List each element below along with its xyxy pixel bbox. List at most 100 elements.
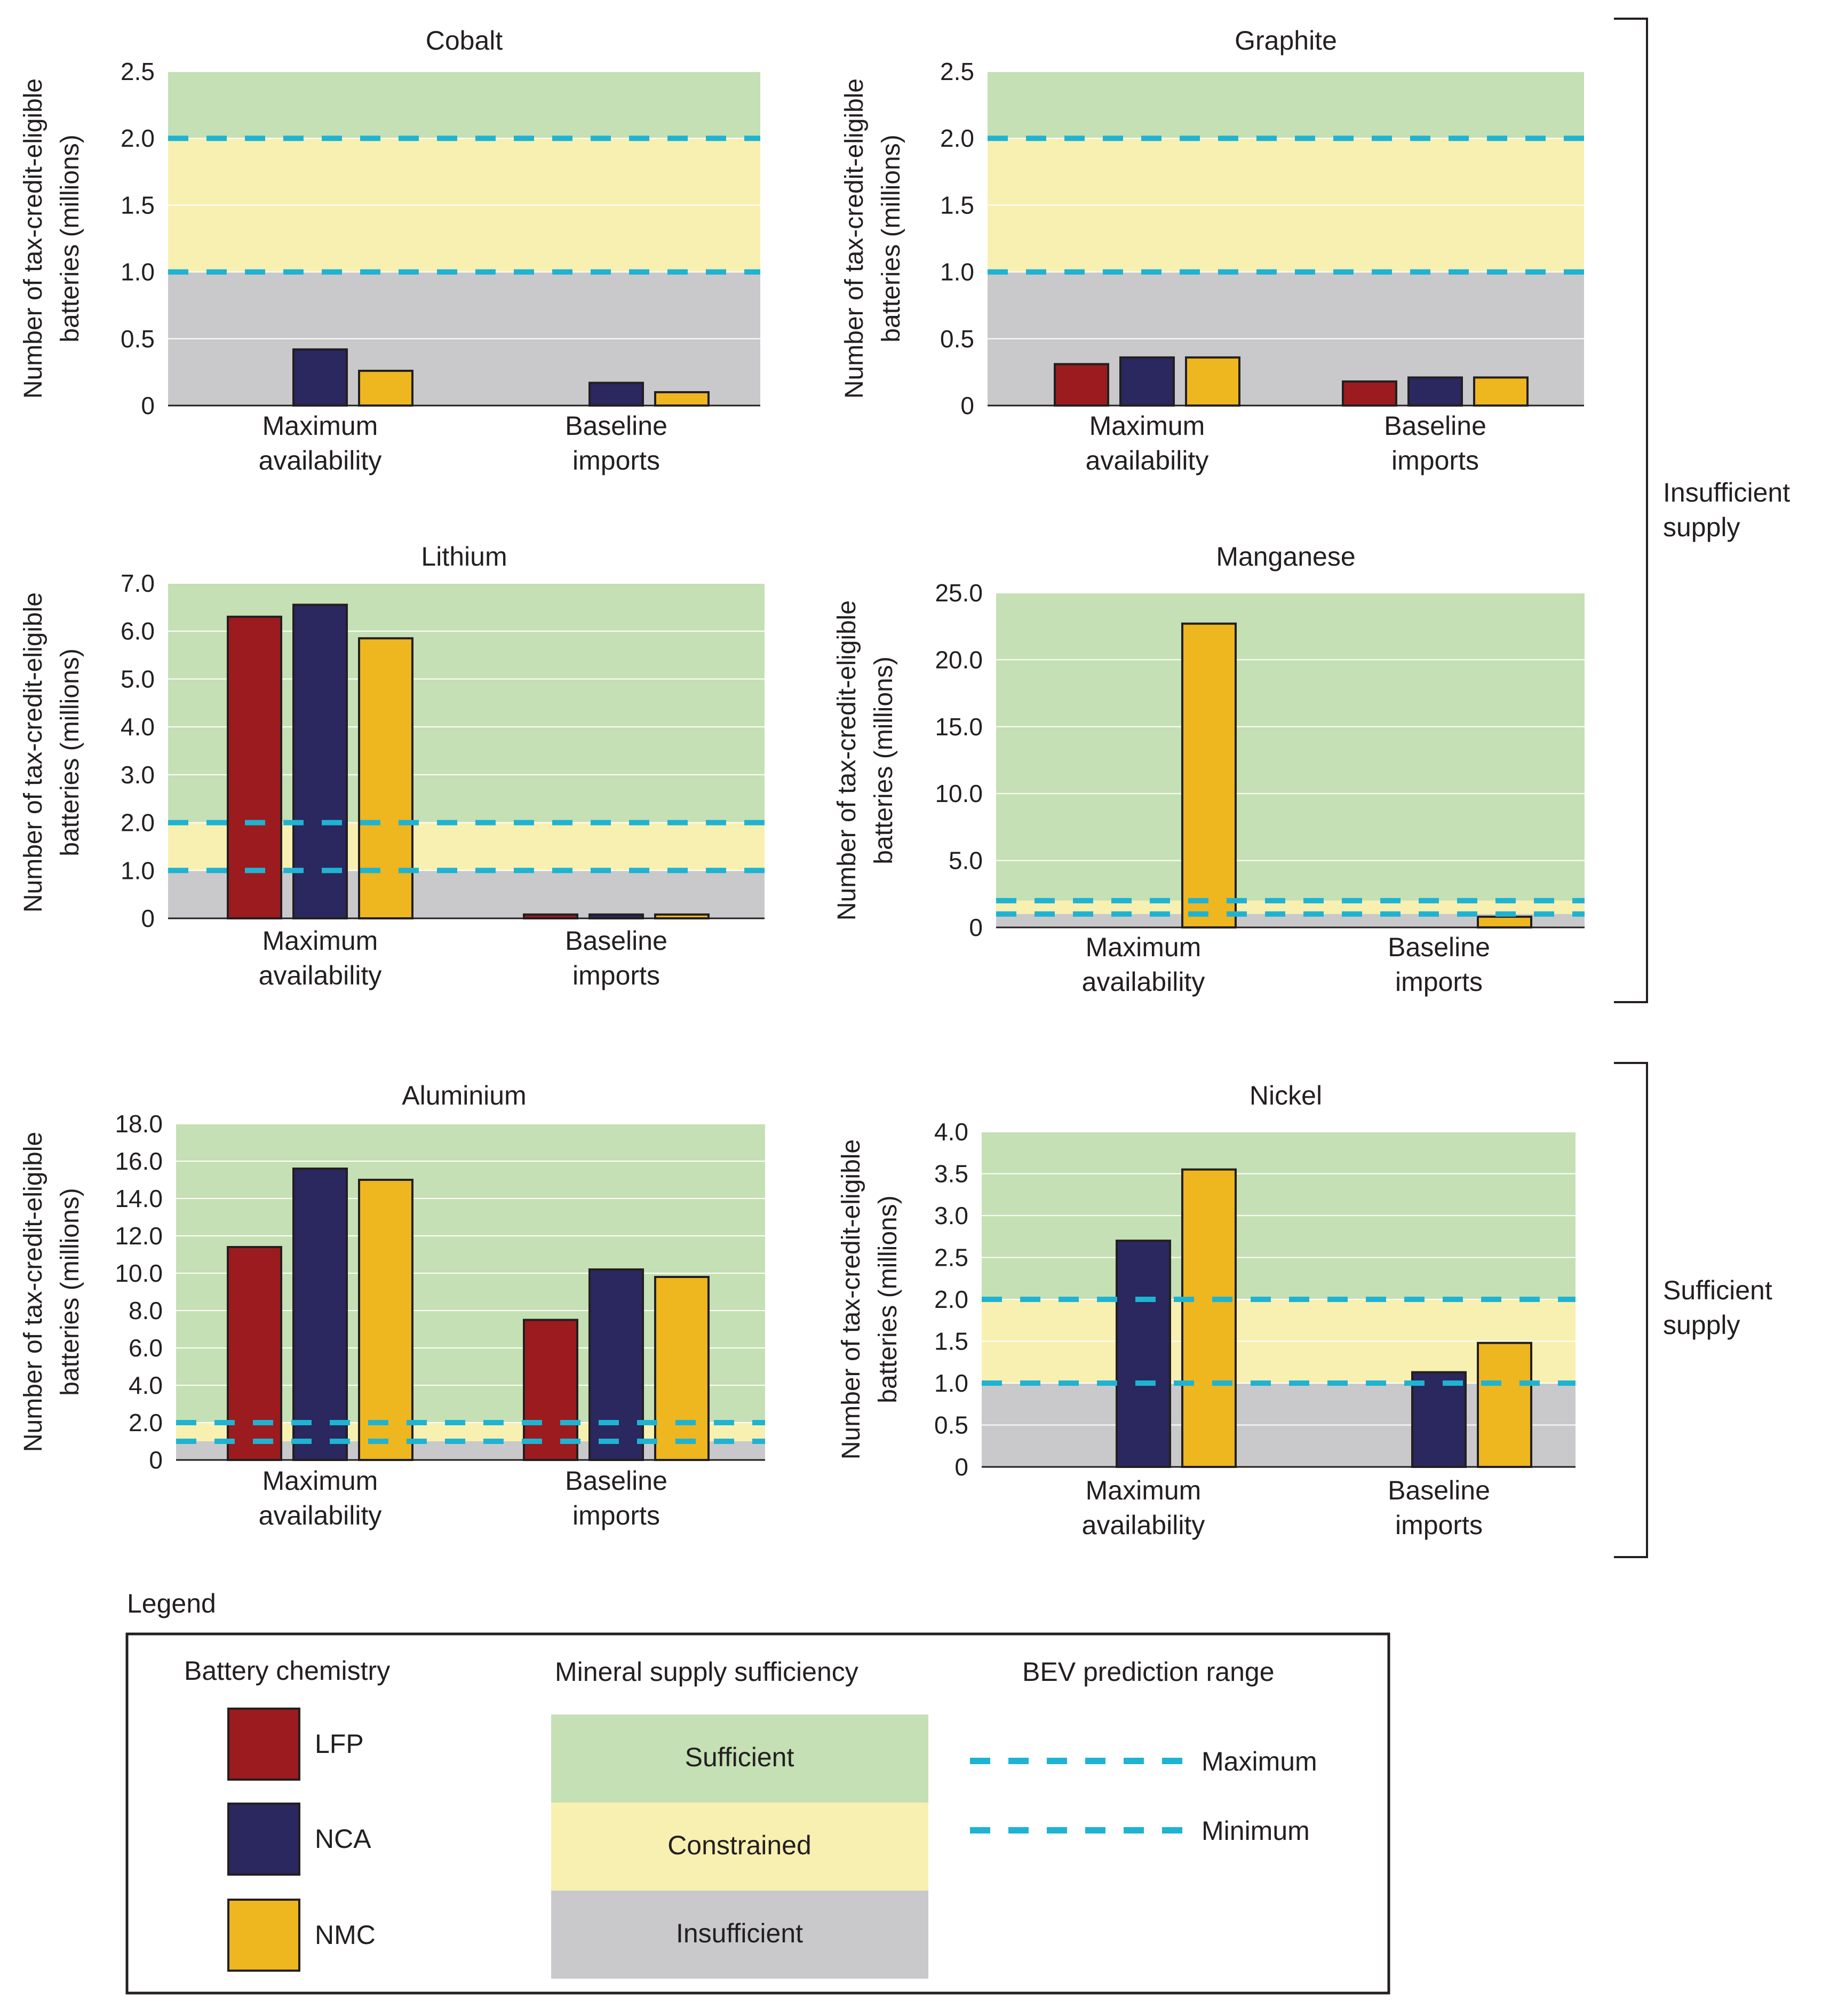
nickel-y-tick-label: 1.5 (934, 1328, 968, 1355)
lithium-y-axis-label-2: batteries (millions) (56, 648, 84, 856)
lithium-y-tick-label: 2.0 (121, 809, 155, 837)
graphite-y-tick-label: 1.0 (940, 258, 974, 286)
legend-supply-insufficient (551, 1891, 928, 1979)
cobalt-bar-nca-max (292, 348, 348, 407)
graphite-title: Graphite (1235, 26, 1337, 55)
legend-bev-maximum-label: Maximum (1202, 1747, 1317, 1776)
lithium-bar-nmc-max (358, 637, 413, 919)
aluminium-y-tick-label: 2.0 (129, 1409, 163, 1436)
graphite-bar-nmc-baseline (1473, 376, 1529, 407)
legend-supply-insufficient-label: Insufficient (676, 1918, 803, 1948)
cobalt-x-label-line1: Baseline (565, 411, 667, 441)
manganese-y-axis-label-1: Number of tax-credit-eligible (833, 600, 861, 920)
cobalt-band-sufficient (168, 72, 760, 139)
aluminium-bar-nmc-baseline (654, 1276, 710, 1461)
legend-swatch-lfp (227, 1708, 300, 1781)
manganese-x-label-line1: Baseline (1388, 932, 1490, 962)
aluminium-y-tick-label: 10.0 (115, 1259, 163, 1287)
manganese-y-tick-label: 10.0 (935, 780, 983, 807)
cobalt-y-tick-label: 1.5 (121, 191, 155, 219)
aluminium-bar-nmc-max (358, 1179, 413, 1461)
aluminium-title: Aluminium (402, 1081, 526, 1110)
aluminium-x-label-line2: availability (259, 1501, 382, 1530)
lithium-x-label-line2: imports (572, 961, 660, 990)
graphite-y-tick-label: 1.5 (940, 191, 974, 219)
cobalt-y-tick-label: 0.5 (121, 325, 155, 353)
nickel-y-axis-label-1: Number of tax-credit-eligible (837, 1139, 865, 1459)
lithium-y-axis-label-1: Number of tax-credit-eligible (19, 592, 47, 912)
manganese-y-tick-label: 5.0 (949, 847, 983, 875)
cobalt-y-axis-label-1: Number of tax-credit-eligible (19, 78, 47, 399)
lithium-bar-nca-max (292, 604, 348, 920)
nickel-x-label-line2: availability (1082, 1510, 1205, 1540)
legend-bev-title: BEV prediction range (1022, 1657, 1275, 1687)
lithium-y-tick-label: 6.0 (121, 617, 155, 645)
manganese-y-tick-label: 0 (969, 914, 983, 941)
chart-panel-lithium: 0 1.0 2.0 3.0 4.0 5.0 6.0 7.0 Lithium Maximum avai… (19, 542, 765, 990)
aluminium-y-tick-label: 14.0 (115, 1185, 163, 1212)
graphite-bar-lfp-max (1054, 363, 1109, 407)
bracket-sufficient-line (1614, 1062, 1648, 1558)
nickel-y-tick-label: 3.5 (934, 1160, 968, 1188)
graphite-bar-lfp-baseline (1342, 380, 1397, 407)
legend-label-nmc: NMC (315, 1920, 376, 1950)
lithium-y-tick-label: 1.0 (121, 856, 155, 884)
aluminium-y-tick-label: 0 (149, 1446, 163, 1474)
legend-supply-sufficient-label: Sufficient (685, 1742, 794, 1772)
legend: Legend Battery chemistry LFP NCA NMC Min… (125, 1589, 1390, 1995)
cobalt-y-axis-label-2: batteries (millions) (56, 134, 84, 342)
manganese-y-axis-label-2: batteries (millions) (870, 656, 898, 864)
legend-label-lfp: LFP (315, 1729, 364, 1759)
nickel-bar-nmc-baseline (1477, 1342, 1532, 1468)
lithium-y-tick-label: 0 (141, 904, 155, 932)
aluminium-y-axis-label-1: Number of tax-credit-eligible (19, 1132, 47, 1452)
cobalt-bar-nmc-baseline (654, 391, 710, 407)
aluminium-bar-nca-max (292, 1168, 348, 1461)
cobalt-bar-nmc-max (358, 369, 413, 407)
manganese-title: Manganese (1216, 542, 1355, 572)
graphite-x-label-line1: Maximum (1089, 411, 1205, 441)
aluminium-bar-nca-baseline (588, 1268, 644, 1461)
manganese-band-constrained (996, 900, 1585, 914)
graphite-bar-nmc-max (1185, 356, 1240, 407)
graphite-bar-nca-baseline (1407, 376, 1463, 407)
graphite-x-label-line2: availability (1086, 446, 1209, 475)
aluminium-y-tick-label: 12.0 (115, 1222, 163, 1250)
bracket-insufficient-label-2: supply (1663, 512, 1740, 542)
nickel-y-tick-label: 2.5 (934, 1244, 968, 1272)
legend-title: Legend (127, 1589, 216, 1618)
manganese-y-tick-label: 25.0 (935, 579, 983, 607)
lithium-y-tick-label: 7.0 (121, 569, 155, 597)
nickel-bar-nmc-max (1181, 1168, 1237, 1468)
graphite-bar-nca-max (1119, 356, 1175, 407)
nickel-bar-nca-baseline (1411, 1371, 1467, 1469)
lithium-x-label-line2: availability (259, 961, 382, 990)
nickel-x-label-line1: Baseline (1388, 1475, 1490, 1505)
bracket-insufficient-label-1: Insufficient (1663, 478, 1790, 507)
cobalt-x-label-line2: availability (259, 446, 382, 475)
nickel-y-tick-label: 2.0 (934, 1285, 968, 1313)
aluminium-y-tick-label: 4.0 (129, 1371, 163, 1399)
cobalt-y-tick-label: 1.0 (121, 258, 155, 286)
bracket-sufficient-label-1: Sufficient (1663, 1275, 1772, 1305)
aluminium-y-tick-label: 18.0 (115, 1110, 163, 1138)
manganese-x-label-line2: imports (1395, 967, 1483, 997)
cobalt-bar-nca-baseline (588, 382, 644, 407)
nickel-y-tick-label: 4.0 (934, 1118, 968, 1146)
nickel-y-tick-label: 1.0 (934, 1369, 968, 1397)
legend-supply-sufficient (551, 1715, 928, 1803)
lithium-y-tick-label: 5.0 (121, 665, 155, 693)
manganese-y-tick-label: 20.0 (935, 646, 983, 673)
manganese-x-label-line1: Maximum (1086, 932, 1202, 962)
bracket-insufficient-line (1614, 18, 1648, 1003)
cobalt-x-label-line1: Maximum (262, 411, 378, 441)
lithium-bar-lfp-baseline (523, 913, 578, 920)
graphite-y-tick-label: 2.5 (940, 58, 974, 85)
aluminium-y-tick-label: 16.0 (115, 1147, 163, 1175)
nickel-y-tick-label: 0.5 (934, 1411, 968, 1439)
manganese-y-tick-label: 15.0 (935, 713, 983, 741)
cobalt-x-label-line2: imports (572, 446, 660, 475)
legend-swatch-nca (227, 1803, 300, 1876)
legend-chemistry-title: Battery chemistry (184, 1656, 390, 1686)
chart-panel-nickel: 0 0.5 1.0 1.5 2.0 2.5 3.0 3.5 4.0 Nickel Maximum av… (837, 1081, 1576, 1540)
